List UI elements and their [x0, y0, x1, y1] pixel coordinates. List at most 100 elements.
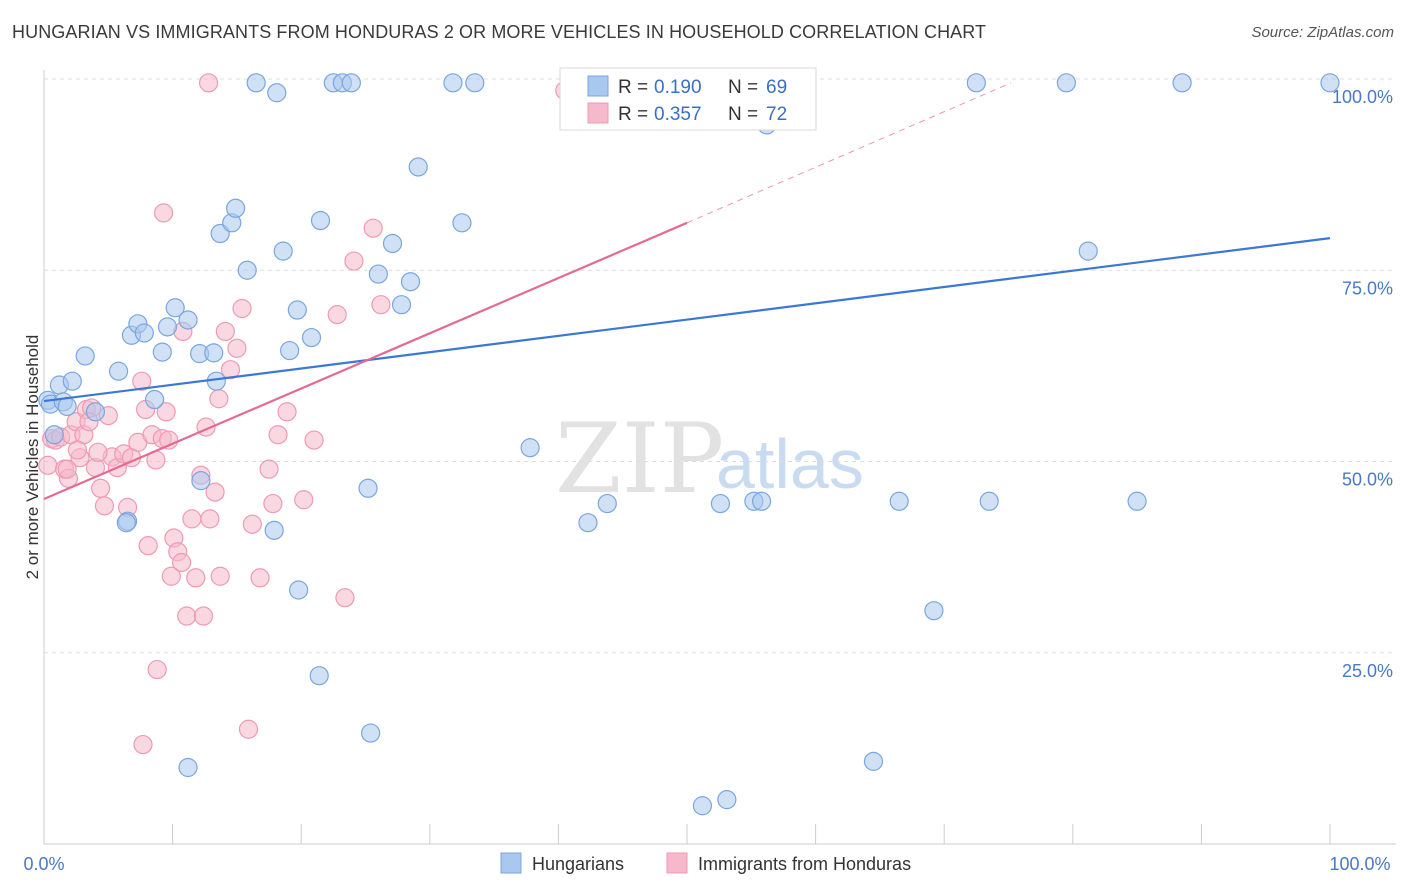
- legend-n-label-1: N =: [728, 77, 758, 98]
- hungarian-point: [264, 520, 284, 540]
- honduras-point: [220, 360, 241, 380]
- y-tick-label: 75.0%: [1342, 278, 1393, 298]
- honduras-point: [327, 305, 347, 325]
- honduras-point: [57, 459, 77, 479]
- honduras-point: [294, 490, 314, 510]
- honduras-point: [172, 552, 192, 573]
- honduras-point: [67, 440, 88, 460]
- hungarian-point: [1127, 491, 1147, 511]
- bottom-legend-swatch-hungarians: [500, 852, 522, 874]
- honduras-point: [227, 338, 247, 358]
- hungarian-point: [134, 323, 154, 343]
- watermark-atlas: atlas: [716, 425, 864, 503]
- hungarian-point: [979, 491, 999, 511]
- hungarian-point: [1172, 73, 1192, 93]
- bottom-legend-label-honduras: Immigrants from Honduras: [698, 854, 911, 874]
- honduras-point: [161, 566, 181, 586]
- hungarian-point: [1056, 73, 1076, 93]
- hungarian-point: [692, 796, 713, 816]
- hungarian-point: [341, 73, 361, 93]
- honduras-point: [177, 606, 197, 626]
- honduras-point: [186, 568, 206, 588]
- legend-r-value-2: 0.357: [654, 104, 702, 125]
- hungarian-point: [382, 233, 403, 254]
- x-tick-label: 0.0%: [23, 854, 64, 874]
- honduras-trendline: [43, 221, 688, 500]
- hungarian-point: [400, 272, 421, 292]
- y-tick-labels: 25.0% 50.0% 75.0% 100.0%: [1332, 87, 1393, 681]
- honduras-point: [199, 73, 219, 93]
- hungarian-point: [178, 757, 198, 778]
- hungarian-point: [116, 513, 136, 533]
- hungarian-point: [520, 438, 540, 458]
- honduras-point: [304, 430, 324, 450]
- y-tick-label: 25.0%: [1342, 661, 1393, 681]
- series-legend: Hungarians Immigrants from Honduras: [500, 852, 911, 874]
- honduras-point: [263, 493, 283, 514]
- series-hungarians-points: [38, 73, 1340, 816]
- honduras-point: [232, 298, 252, 319]
- hungarian-point: [717, 790, 737, 810]
- y-tick-label: 50.0%: [1342, 470, 1393, 490]
- hungarian-point: [391, 295, 412, 315]
- hungarian-point: [289, 580, 309, 600]
- hungarian-point: [309, 666, 329, 686]
- chart-title: HUNGARIAN VS IMMIGRANTS FROM HONDURAS 2 …: [12, 22, 987, 42]
- hungarian-point: [863, 751, 884, 771]
- hungarian-point: [578, 513, 598, 533]
- honduras-point: [132, 371, 152, 391]
- honduras-point: [156, 402, 176, 422]
- hungarian-point: [361, 723, 381, 743]
- hungarian-point: [246, 73, 266, 93]
- x-ticks: [43, 824, 1331, 844]
- hungarian-point: [452, 213, 472, 233]
- hungarian-point: [924, 601, 944, 621]
- hungarian-point: [267, 83, 287, 103]
- hungarian-point: [57, 396, 77, 417]
- hungarian-point: [408, 157, 428, 177]
- hungarian-point: [301, 327, 322, 348]
- honduras-point: [344, 251, 364, 271]
- honduras-point: [193, 606, 214, 626]
- hungarian-point: [1078, 241, 1098, 261]
- honduras-point: [209, 389, 229, 409]
- hungarian-point: [85, 402, 106, 422]
- hungarian-point: [237, 260, 257, 280]
- bottom-legend-swatch-honduras: [666, 852, 688, 874]
- hungarian-point: [144, 389, 165, 410]
- legend-n-label-2: N =: [728, 104, 758, 125]
- hungarian-point: [287, 300, 307, 320]
- hungarian-point: [710, 493, 731, 514]
- honduras-point: [210, 566, 230, 586]
- hungarian-point: [280, 340, 300, 361]
- hungarian-point: [165, 298, 185, 318]
- legend-r-label-2: R =: [618, 104, 648, 125]
- honduras-point: [133, 734, 153, 755]
- hungarian-point: [62, 371, 82, 391]
- y-tick-label: 100.0%: [1332, 87, 1393, 107]
- hungarians-trendline: [43, 237, 1331, 403]
- hungarian-point: [44, 425, 64, 445]
- hungarian-point: [108, 361, 129, 381]
- hungarian-point: [751, 491, 772, 511]
- legend-r-value-1: 0.190: [654, 77, 702, 98]
- hungarian-point: [966, 73, 986, 93]
- hungarian-point: [226, 198, 246, 218]
- x-tick-label: 100.0%: [1329, 854, 1390, 874]
- gridlines: [44, 78, 1396, 654]
- honduras-point: [238, 719, 259, 739]
- honduras-point: [268, 425, 288, 445]
- honduras-point: [363, 218, 383, 238]
- hungarian-point: [889, 491, 909, 511]
- hungarian-point: [597, 493, 617, 514]
- legend-swatch-honduras: [587, 102, 609, 124]
- honduras-point: [94, 496, 115, 516]
- honduras-point: [200, 509, 220, 529]
- honduras-point: [250, 568, 270, 588]
- honduras-point: [38, 455, 58, 475]
- correlation-legend: R = 0.190 N = 69 R = 0.357 N = 72: [559, 67, 817, 131]
- hungarian-point: [191, 471, 211, 491]
- honduras-point: [335, 588, 355, 608]
- legend-swatch-hungarians: [587, 75, 609, 97]
